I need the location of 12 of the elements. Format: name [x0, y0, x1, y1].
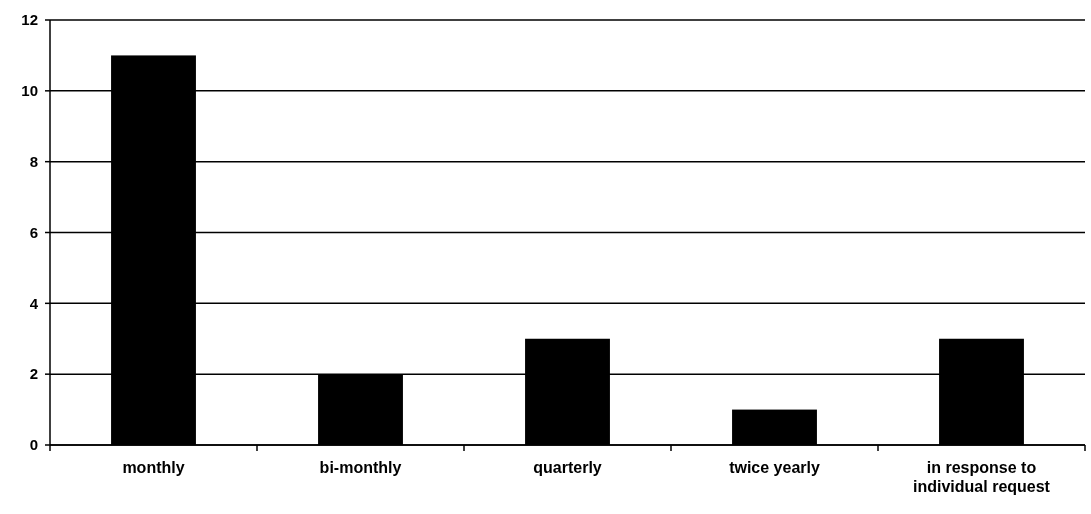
y-tick-label: 4 [29, 294, 39, 312]
y-tick-label: 10 [21, 82, 38, 100]
x-tick-label: twice yearly [729, 459, 820, 476]
y-tick-label: 8 [29, 152, 38, 170]
x-tick-label: monthly [122, 459, 185, 476]
x-tick-label: in response to individual request [913, 459, 1051, 495]
x-tick-label: bi-monthly [319, 459, 402, 476]
y-tick-label: 12 [21, 11, 38, 29]
y-tick-label: 0 [29, 436, 38, 454]
y-tick-label: 2 [29, 365, 38, 383]
x-tick-label: quarterly [533, 459, 602, 476]
y-tick-label: 6 [29, 223, 38, 241]
